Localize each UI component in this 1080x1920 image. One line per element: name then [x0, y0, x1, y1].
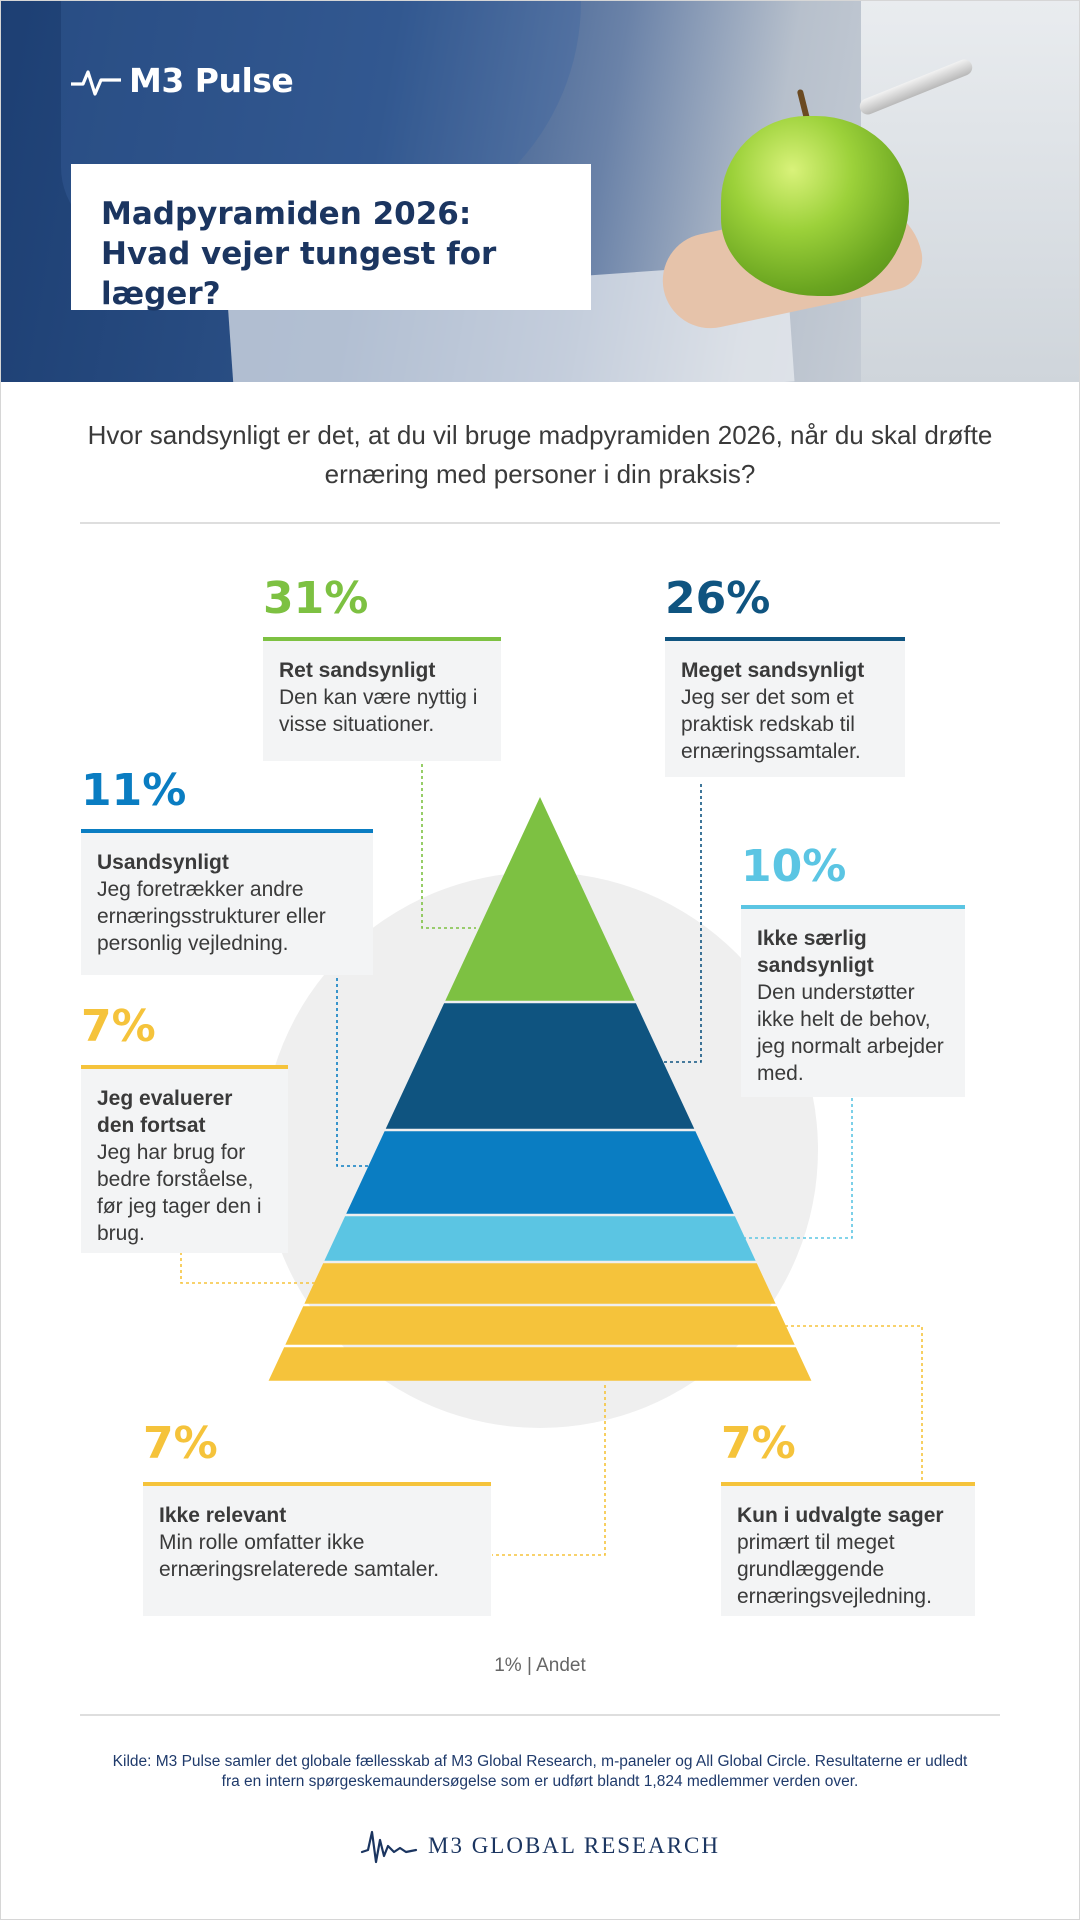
- layer-ret-sandsynligt: [445, 797, 635, 1001]
- heading-ikke-saerlig-sandsynligt: Ikke særlig sandsynligt: [757, 927, 874, 977]
- divider-bottom: [80, 1714, 1000, 1716]
- leader-ret-sandsynligt: [421, 764, 476, 929]
- layer-ikke-relevant: [268, 1347, 812, 1381]
- card-usandsynligt: Usandsynligt Jeg foretrækker andre ernær…: [81, 829, 373, 975]
- pct-kun-i-udvalgte-sager: 7%: [721, 1418, 796, 1469]
- layer-usandsynligt: [346, 1131, 734, 1214]
- pct-ret-sandsynligt: 31%: [263, 573, 369, 624]
- heading-ikke-relevant: Ikke relevant: [159, 1504, 287, 1527]
- leader-ikke-relevant: [492, 1385, 606, 1556]
- leader-usandsynligt: [336, 978, 371, 1167]
- heading-ret-sandsynligt: Ret sandsynligt: [279, 659, 436, 682]
- pulse-wave-icon: [71, 69, 121, 96]
- card-meget-sandsynligt: Meget sandsynligt Jeg ser det som et pra…: [665, 637, 905, 777]
- pct-meget-sandsynligt: 26%: [665, 573, 771, 624]
- label-ret-sandsynligt: 31% Ret sandsynligt Den kan være nyttig …: [263, 575, 501, 761]
- hero-banner: M3 Pulse Madpyramiden 2026: Hvad vejer t…: [1, 1, 1079, 382]
- label-ikke-saerlig-sandsynligt: 10% Ikke særlig sandsynligt Den understø…: [741, 843, 965, 1097]
- heading-meget-sandsynligt: Meget sandsynligt: [681, 659, 865, 682]
- layer-jeg-evaluerer: [304, 1263, 776, 1304]
- other-answer: 1% | Andet: [494, 1655, 586, 1676]
- layer-kun-i-udvalgte-sager: [285, 1306, 795, 1345]
- pct-ikke-saerlig-sandsynligt: 10%: [741, 841, 847, 892]
- desc-meget-sandsynligt: Jeg ser det som et praktisk redskab til …: [681, 686, 861, 763]
- card-ikke-relevant: Ikke relevant Min rolle omfatter ikke er…: [143, 1482, 491, 1616]
- heading-kun-i-udvalgte-sager: Kun i udvalgte sager: [737, 1504, 944, 1527]
- leader-ikke-saerlig-sandsynligt: [740, 1098, 853, 1239]
- label-meget-sandsynligt: 26% Meget sandsynligt Jeg ser det som et…: [665, 575, 905, 777]
- page-title: Madpyramiden 2026: Hvad vejer tungest fo…: [101, 196, 497, 312]
- desc-usandsynligt: Jeg foretrækker andre ernæringsstrukture…: [97, 878, 326, 955]
- logo-text: M3 Pulse: [129, 61, 294, 100]
- apple-icon: [721, 116, 909, 296]
- label-ikke-relevant: 7% Ikke relevant Min rolle omfatter ikke…: [143, 1420, 491, 1616]
- card-kun-i-udvalgte-sager: Kun i udvalgte sager primært til meget g…: [721, 1482, 975, 1616]
- title-box: Madpyramiden 2026: Hvad vejer tungest fo…: [71, 164, 591, 312]
- label-usandsynligt: 11% Usandsynligt Jeg foretrækker andre e…: [81, 767, 373, 975]
- m3-pulse-logo: M3 Pulse: [71, 61, 294, 100]
- layer-ikke-saerlig-sandsynligt: [324, 1216, 756, 1261]
- leader-meget-sandsynligt: [663, 784, 702, 1063]
- label-jeg-evaluerer: 7% Jeg evaluerer den fortsat Jeg har bru…: [81, 1003, 288, 1253]
- divider-top: [80, 522, 1000, 524]
- card-jeg-evaluerer: Jeg evaluerer den fortsat Jeg har brug f…: [81, 1065, 288, 1253]
- leader-jeg-evaluerer: [180, 1252, 320, 1284]
- card-ikke-saerlig-sandsynligt: Ikke særlig sandsynligt Den understøtter…: [741, 905, 965, 1097]
- survey-question: Hvor sandsynligt er det, at du vil bruge…: [87, 420, 993, 489]
- pct-usandsynligt: 11%: [81, 765, 187, 816]
- desc-jeg-evaluerer: Jeg har brug for bedre forståelse, før j…: [97, 1141, 262, 1245]
- layer-meget-sandsynligt: [385, 1003, 695, 1129]
- source-note: Kilde: M3 Pulse samler det globale fælle…: [112, 1753, 968, 1790]
- brand-text: M3 GLOBAL RESEARCH: [428, 1833, 720, 1858]
- desc-kun-i-udvalgte-sager: primært til meget grundlæggende ernæring…: [737, 1531, 932, 1608]
- card-ret-sandsynligt: Ret sandsynligt Den kan være nyttig i vi…: [263, 637, 501, 761]
- pct-jeg-evaluerer: 7%: [81, 1001, 156, 1052]
- waveform-icon: [360, 1830, 418, 1864]
- m3-global-research-logo: M3 GLOBAL RESEARCH: [0, 1826, 1080, 1866]
- desc-ret-sandsynligt: Den kan være nyttig i visse situationer.: [279, 686, 478, 736]
- label-kun-i-udvalgte-sager: 7% Kun i udvalgte sager primært til mege…: [721, 1420, 975, 1616]
- desc-ikke-saerlig-sandsynligt: Den understøtter ikke helt de behov, jeg…: [757, 981, 944, 1085]
- heading-jeg-evaluerer: Jeg evaluerer den fortsat: [97, 1087, 233, 1137]
- desc-ikke-relevant: Min rolle omfatter ikke ernæringsrelater…: [159, 1531, 440, 1581]
- pct-ikke-relevant: 7%: [143, 1418, 218, 1469]
- heading-usandsynligt: Usandsynligt: [97, 851, 229, 874]
- leader-kun-i-udvalgte-sager: [785, 1325, 923, 1482]
